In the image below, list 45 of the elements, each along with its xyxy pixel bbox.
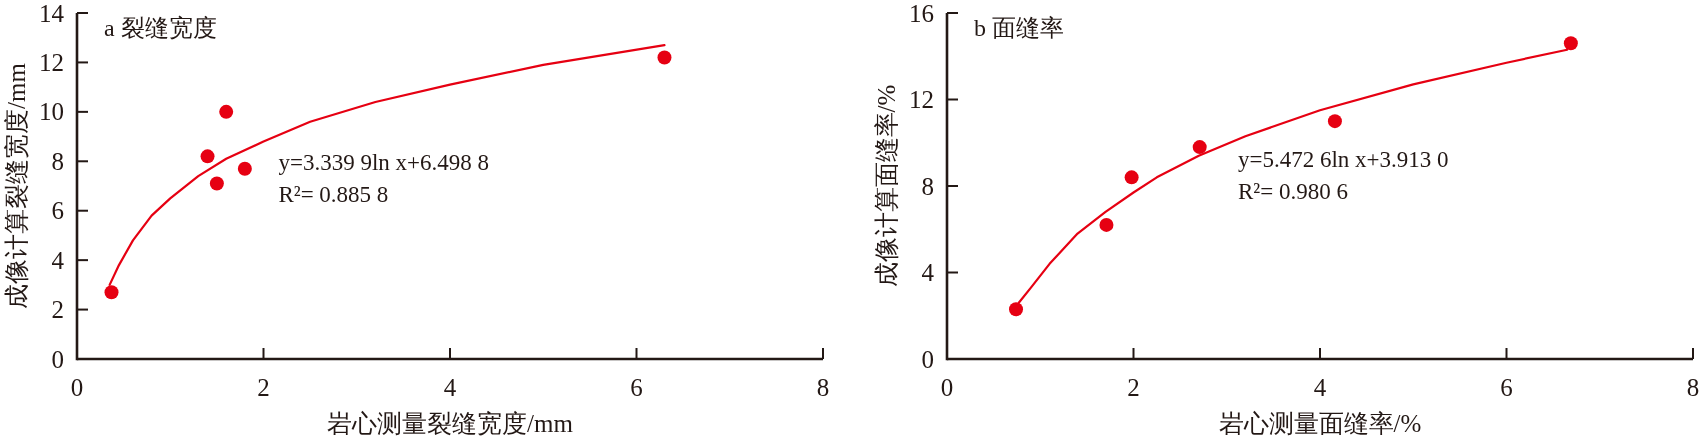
y-tick-label: 0 [51, 345, 64, 373]
y-tick-label: 14 [39, 0, 65, 27]
x-tick-label: 0 [70, 373, 84, 401]
x-tick-label: 2 [1127, 373, 1140, 401]
x-tick-label: 8 [1686, 373, 1700, 401]
chart-title: a 裂缝宽度 [104, 15, 217, 41]
annotation: y=5.472 6ln x+3.913 0 [1237, 146, 1449, 172]
point [209, 176, 224, 191]
x-axis-title: 岩心测量裂缝宽度/mm [327, 409, 574, 437]
annotation: y=3.339 9ln x+6.498 8 [278, 150, 490, 176]
x-tick-label: 6 [630, 373, 643, 401]
y-tick-label: 6 [51, 197, 64, 225]
chart-title: b 面缝率 [974, 15, 1064, 41]
x-tick-label: 6 [1500, 373, 1513, 401]
x-tick-label: 4 [443, 373, 457, 401]
point [1009, 302, 1024, 317]
y-tick-label: 8 [51, 147, 64, 175]
y-axis-title: 成像计算裂缝宽度/mm [2, 62, 30, 309]
annotation: R²= 0.980 6 [1237, 178, 1348, 204]
point [657, 50, 672, 65]
point [1124, 170, 1139, 185]
y-tick-label: 16 [909, 0, 934, 27]
y-tick-label: 4 [921, 259, 935, 286]
annotation: R²= 0.885 8 [278, 182, 389, 208]
point [200, 149, 215, 164]
y-tick-label: 4 [51, 246, 65, 274]
point [1192, 140, 1207, 155]
y-tick-label: 2 [51, 296, 64, 324]
y-tick-label: 10 [39, 98, 64, 126]
point [219, 104, 234, 119]
point [1327, 114, 1342, 129]
x-tick-label: 2 [257, 373, 270, 401]
point [1563, 36, 1578, 51]
x-tick-label: 8 [816, 373, 830, 401]
x-tick-label: 4 [1313, 373, 1327, 401]
x-axis-title: 岩心测量面缝率/% [1218, 409, 1422, 437]
y-tick-label: 12 [39, 48, 64, 76]
x-tick-label: 0 [940, 373, 954, 401]
point [237, 161, 252, 176]
y-tick-label: 8 [921, 172, 934, 200]
y-tick-label: 0 [921, 345, 934, 373]
point [1099, 217, 1114, 232]
y-axis-title: 成像计算面缝率/% [872, 84, 900, 288]
y-tick-label: 12 [909, 86, 934, 113]
point [104, 285, 119, 300]
